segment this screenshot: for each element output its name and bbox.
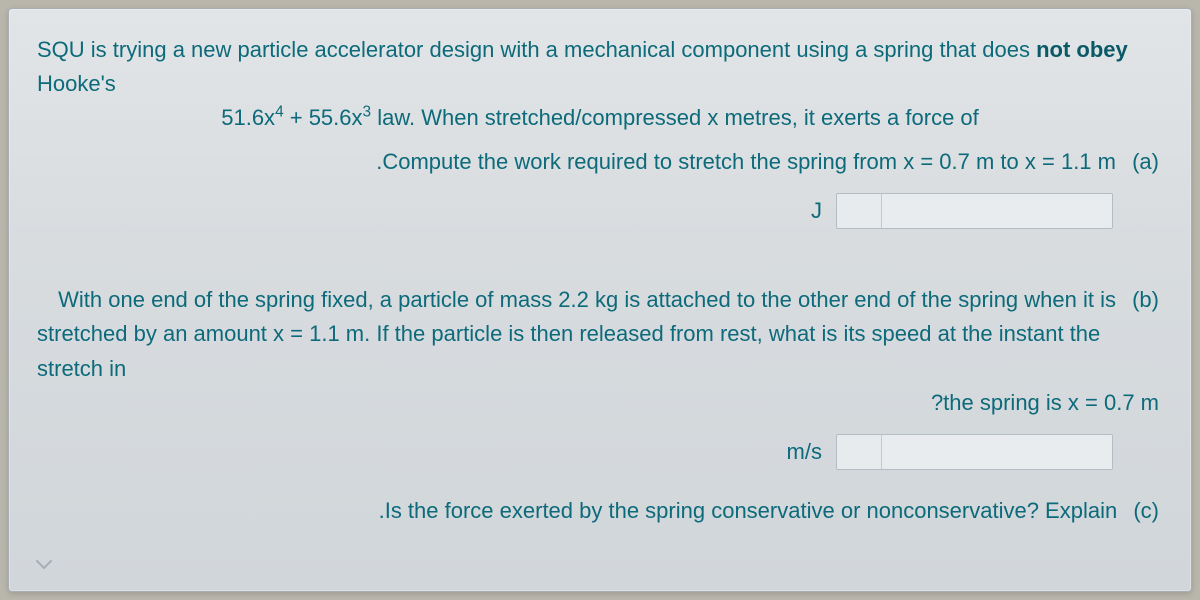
part-b-eq-button[interactable] [837,435,882,469]
part-c-label: (c) [1133,498,1159,523]
intro-paragraph: SQU is trying a new particle accelerator… [37,33,1163,135]
force-expr-pre: 51.6x [221,105,275,130]
part-b-answer-input[interactable] [836,434,1113,470]
part-b-unit: m/s [787,435,822,469]
part-b-line-2: stretched by an amount x = 1.1 m. If the… [37,317,1163,385]
part-b-line-3: ?the spring is x = 0.7 m [37,386,1163,420]
part-a-label: (a) [1132,149,1159,174]
part-b-line-1: With one end of the spring fixed, a part… [58,287,1116,312]
part-a-answer-input[interactable] [836,193,1113,229]
part-a-unit: J [811,194,822,228]
intro-text-post: Hooke's [37,71,116,96]
part-a-eq-button[interactable] [837,194,882,228]
expand-dropdown-button[interactable] [29,553,59,577]
force-expr-post: law. When stretched/compressed x metres,… [371,105,979,130]
part-b-label: (b) [1132,287,1159,312]
spacer [37,253,1163,283]
part-a-prompt: .Compute the work required to stretch th… [37,145,1163,179]
part-c-prompt: .Is the force exerted by the spring cons… [37,494,1163,528]
part-a-answer-row: J [37,193,1163,229]
intro-not-obey: not obey [1036,37,1128,62]
intro-line-1: SQU is trying a new particle accelerator… [37,33,1163,101]
part-a-text: .Compute the work required to stretch th… [376,149,1116,174]
part-b-line-1-row: With one end of the spring fixed, a part… [37,283,1163,317]
part-b-input-area[interactable] [882,435,1112,469]
force-expr-sup2: 3 [363,104,372,121]
part-a-input-area[interactable] [882,194,1112,228]
part-b-answer-row: m/s [37,434,1163,470]
intro-text-pre: SQU is trying a new particle accelerator… [37,37,1036,62]
part-c-text: .Is the force exerted by the spring cons… [379,498,1118,523]
force-expr-sup1: 4 [275,104,284,121]
force-expr-mid: + 55.6x [284,105,363,130]
part-b-prompt: With one end of the spring fixed, a part… [37,283,1163,419]
chevron-down-icon [36,560,52,570]
question-card: SQU is trying a new particle accelerator… [8,8,1192,592]
intro-line-2: 51.6x4 + 55.6x3 law. When stretched/comp… [37,101,1163,135]
